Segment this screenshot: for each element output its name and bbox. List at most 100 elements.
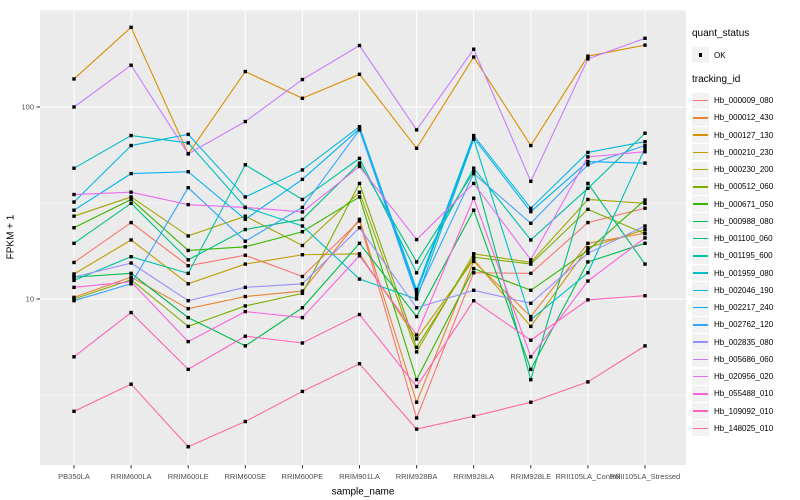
data-point <box>186 132 190 137</box>
data-point <box>643 236 647 240</box>
data-point <box>243 69 247 74</box>
data-point <box>72 275 76 279</box>
data-point <box>186 307 190 311</box>
data-point <box>300 289 305 293</box>
data-point <box>643 43 647 47</box>
data-point <box>586 150 590 155</box>
data-point <box>72 260 76 265</box>
line-swatch-icon <box>693 117 708 119</box>
x-tick-label: RRIM901LA <box>339 472 380 481</box>
data-point <box>129 25 133 30</box>
line-swatch-icon <box>693 410 708 412</box>
legend-entry-label: Hb_020956_020 <box>714 372 774 382</box>
data-point <box>529 400 533 404</box>
data-point <box>472 55 476 59</box>
data-point <box>414 384 419 389</box>
data-point <box>472 181 476 186</box>
legend-key <box>692 213 709 230</box>
data-point <box>72 272 76 276</box>
data-point <box>186 282 190 286</box>
line-swatch-icon <box>693 427 708 430</box>
data-point <box>643 143 647 148</box>
data-point <box>529 271 533 276</box>
data-point <box>414 350 419 354</box>
legend-key <box>692 282 709 299</box>
data-point <box>129 133 133 138</box>
legend-entry: Hb_001195_600 <box>692 247 798 264</box>
data-point <box>243 262 247 266</box>
data-point <box>243 344 247 348</box>
data-point <box>300 243 305 248</box>
data-point <box>414 345 419 350</box>
data-point <box>586 260 590 264</box>
data-point <box>186 298 190 303</box>
data-point <box>357 72 362 77</box>
data-point <box>243 253 247 257</box>
data-point <box>300 274 305 279</box>
data-point <box>186 234 190 238</box>
line-swatch-icon <box>693 151 708 154</box>
data-point <box>414 306 419 310</box>
data-point <box>72 208 76 212</box>
data-point <box>129 197 133 202</box>
data-point <box>72 105 76 109</box>
data-point <box>243 163 247 167</box>
data-point <box>414 333 419 337</box>
line-swatch-icon <box>693 203 708 205</box>
line-swatch-icon <box>693 375 708 378</box>
data-point <box>586 197 590 202</box>
legend-entry-label: Hb_055488_010 <box>714 389 774 399</box>
data-point <box>186 185 190 190</box>
data-point <box>472 47 476 51</box>
data-point <box>129 201 133 206</box>
data-point <box>72 226 76 230</box>
data-point <box>72 77 76 81</box>
x-tick-label: RRIM928LA <box>453 472 494 481</box>
line-swatch-icon <box>693 306 708 309</box>
x-tick-label: RRIM600SE <box>224 472 266 481</box>
data-point <box>643 198 647 202</box>
data-point <box>643 231 647 236</box>
legend-entry: Hb_002762_120 <box>692 316 798 333</box>
data-point <box>243 195 247 199</box>
data-point <box>357 252 362 256</box>
legend-key <box>692 247 709 264</box>
data-point <box>186 258 190 262</box>
legend-entry-label: Hb_109092_010 <box>714 406 774 416</box>
data-point <box>529 179 533 184</box>
data-point <box>643 36 647 40</box>
legend-entry: Hb_005686_060 <box>692 351 798 368</box>
data-point <box>529 209 533 214</box>
data-point <box>300 210 305 214</box>
line-swatch-icon <box>693 168 708 171</box>
x-tick-label: RRII105LA_Stressed <box>610 472 680 481</box>
data-point <box>414 416 419 420</box>
data-point <box>129 310 133 315</box>
legend-entry-label: Hb_000671_050 <box>714 199 774 209</box>
legend-entry-label: Hb_002046_190 <box>714 285 774 295</box>
data-point <box>643 262 647 266</box>
legend-entry: Hb_000127_130 <box>692 127 798 144</box>
legend-entry: Hb_055488_010 <box>692 385 798 402</box>
data-point <box>586 163 590 167</box>
data-point <box>129 171 133 176</box>
data-point <box>243 285 247 290</box>
data-point <box>529 318 533 322</box>
data-point <box>300 230 305 234</box>
legend-entry: Hb_001959_080 <box>692 265 798 282</box>
data-point <box>72 166 76 170</box>
data-point <box>300 282 305 286</box>
legend: quant_status OK tracking_id Hb_000009_08… <box>692 28 798 437</box>
data-point <box>357 254 362 258</box>
data-point <box>300 77 305 82</box>
data-point <box>472 258 476 262</box>
legend-entry-label: Hb_000230_200 <box>714 165 774 175</box>
data-point <box>357 190 362 194</box>
data-point <box>186 339 190 344</box>
data-point <box>186 445 190 449</box>
data-point <box>529 324 533 329</box>
data-point <box>186 264 190 268</box>
data-point <box>472 271 476 275</box>
data-point <box>586 380 590 384</box>
data-point <box>300 341 305 345</box>
